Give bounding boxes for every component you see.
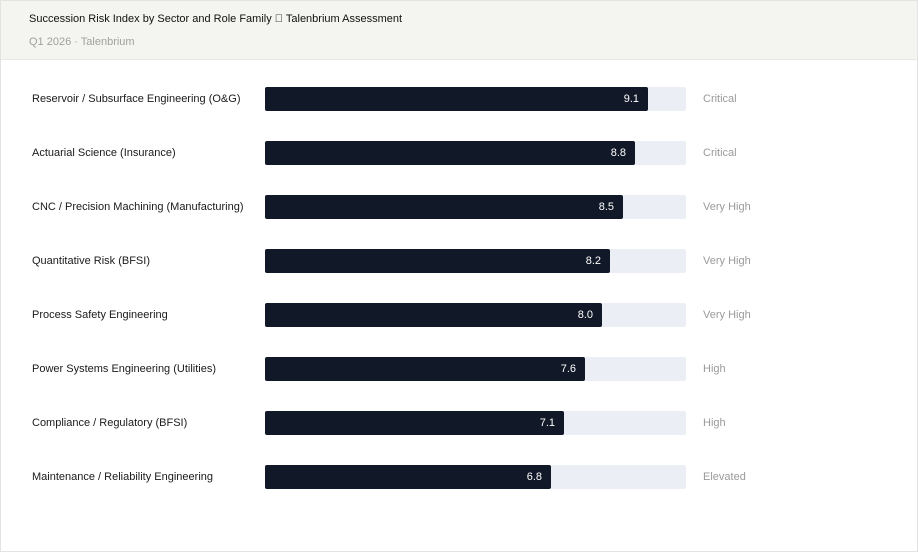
risk-rating: High [703,417,726,429]
chart-title: Succession Risk Index by Sector and Role… [29,13,403,25]
bar-track: 8.2 [265,249,686,273]
category-label: Process Safety Engineering [32,309,168,321]
value-label: 8.0 [577,309,593,321]
category-label: Power Systems Engineering (Utilities) [32,363,217,375]
bar: 8.0 [265,303,602,327]
risk-rating: Critical [703,93,737,105]
bar-row: CNC / Precision Machining (Manufacturing… [1,195,917,219]
value-label: 6.8 [526,471,542,483]
bar-track: 7.1 [265,411,686,435]
bar-track: 8.5 [265,195,686,219]
bar-row: Actuarial Science (Insurance) 8.8 Critical [1,141,917,165]
bar-row: Maintenance / Reliability Engineering 6.8… [1,465,917,489]
category-label: Maintenance / Reliability Engineering [32,471,213,483]
category-label: Reservoir / Subsurface Engineering (O&G) [32,93,241,105]
bar: 7.6 [265,357,585,381]
bar: 7.1 [265,411,564,435]
risk-rating: Very High [703,255,751,267]
risk-rating: Very High [703,201,751,213]
value-label: 7.6 [560,363,576,375]
category-label: Compliance / Regulatory (BFSI) [32,417,188,429]
bar-track: 7.6 [265,357,686,381]
risk-rating: High [703,363,726,375]
category-label: Quantitative Risk (BFSI) [32,255,150,267]
bar-track: 8.8 [265,141,686,165]
bar-track: 6.8 [265,465,686,489]
bar-row: Power Systems Engineering (Utilities) 7.6… [1,357,917,381]
category-label: CNC / Precision Machining (Manufacturing… [32,201,244,213]
bar: 8.8 [265,141,635,165]
risk-rating: Critical [703,147,737,159]
risk-rating: Very High [703,309,751,321]
chart-header: Succession Risk Index by Sector and Role… [1,1,917,60]
value-label: 9.1 [623,93,639,105]
bar-track: 9.1 [265,87,686,111]
value-label: 8.5 [598,201,614,213]
bar-row: Process Safety Engineering 8.0 Very High [1,303,917,327]
bar-row: Quantitative Risk (BFSI) 8.2 Very High [1,249,917,273]
value-label: 7.1 [539,417,555,429]
bar-row: Reservoir / Subsurface Engineering (O&G)… [1,87,917,111]
value-label: 8.2 [585,255,601,267]
bar-row: Compliance / Regulatory (BFSI) 7.1 High [1,411,917,435]
bar: 6.8 [265,465,551,489]
risk-rating: Elevated [703,471,746,483]
category-label: Actuarial Science (Insurance) [32,147,176,159]
bar: 8.2 [265,249,610,273]
bar-track: 8.0 [265,303,686,327]
value-label: 8.8 [610,147,626,159]
bar: 8.5 [265,195,623,219]
bar: 9.1 [265,87,648,111]
chart-subtitle: Q1 2026 · Talenbrium [29,36,135,48]
